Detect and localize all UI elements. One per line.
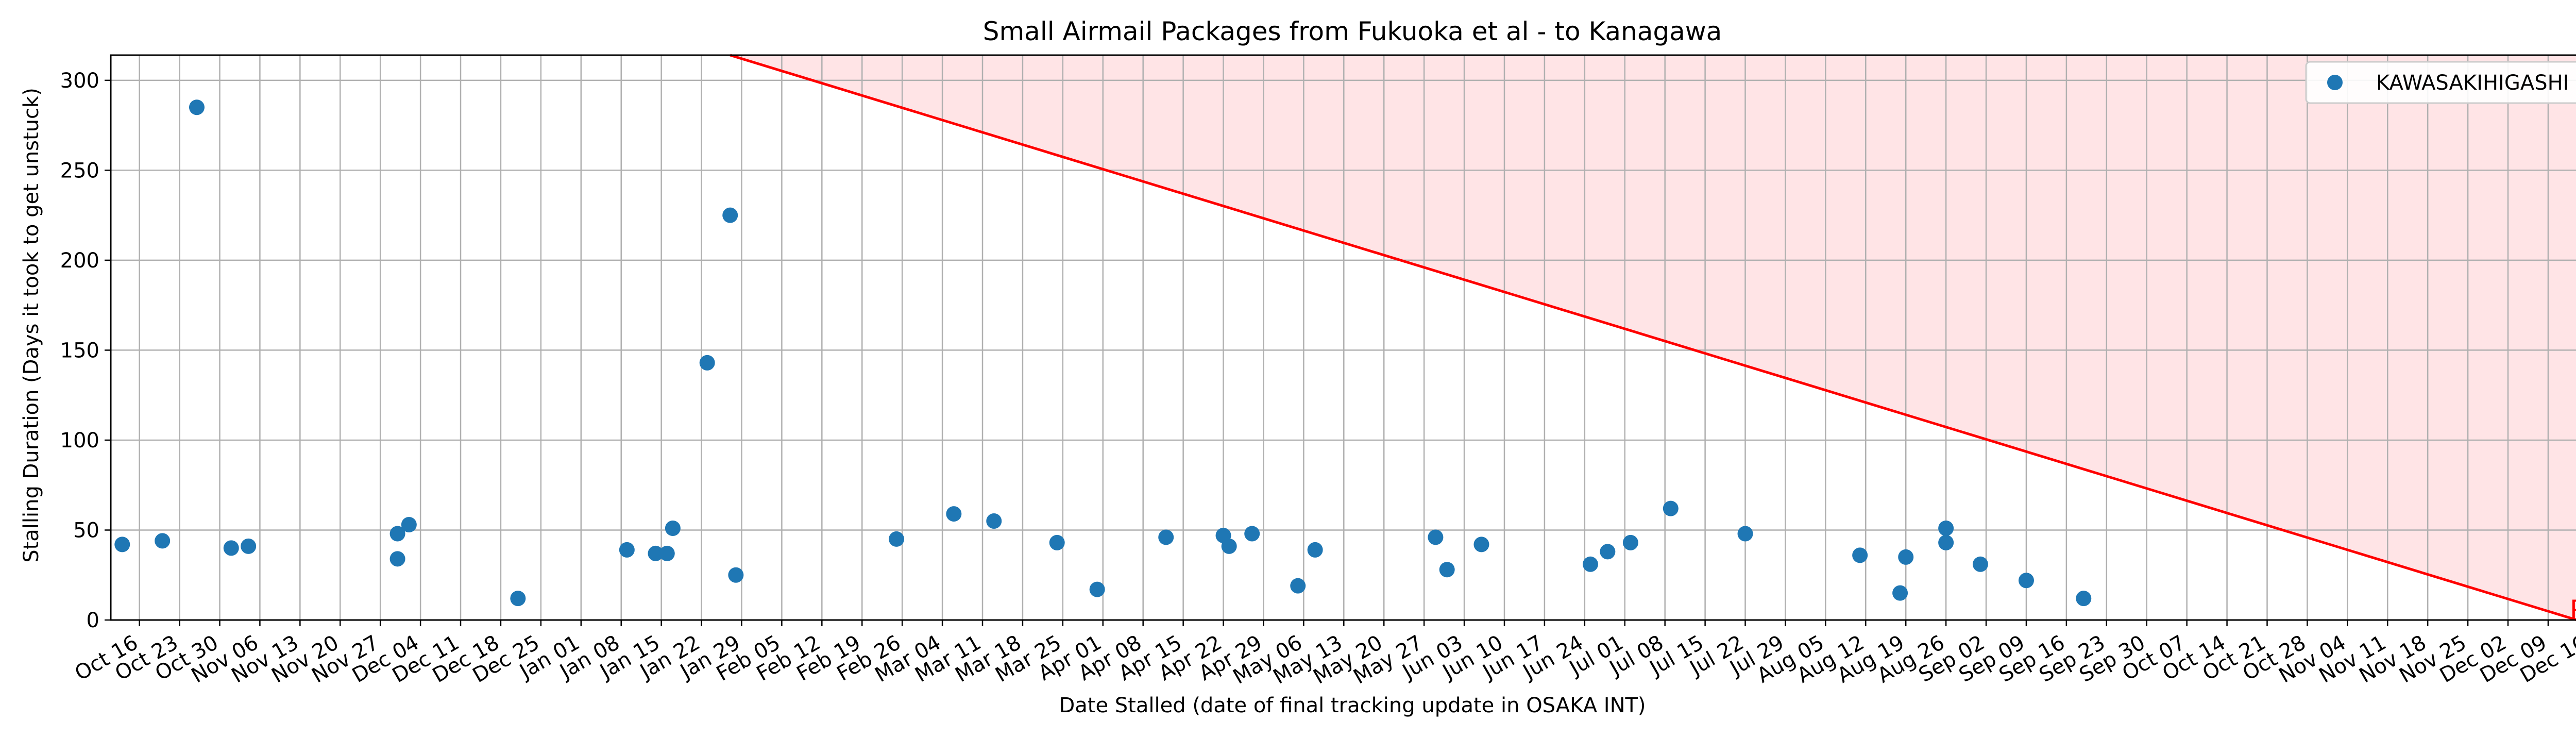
data-point — [986, 513, 1002, 529]
data-point — [889, 531, 905, 547]
data-point — [619, 542, 635, 558]
reference-line — [730, 54, 2576, 622]
data-point — [1938, 534, 1954, 550]
y-tick-label: 150 — [60, 339, 99, 362]
data-point — [1582, 556, 1598, 572]
data-point — [1600, 544, 1616, 560]
x-axis-label: Date Stalled (date of final tracking upd… — [1059, 694, 1646, 717]
y-tick-label: 100 — [60, 429, 99, 453]
present-label: Present — [2570, 595, 2576, 625]
y-tick-label: 200 — [60, 249, 99, 273]
reference-line-layer — [730, 54, 2576, 622]
data-point — [1290, 578, 1306, 594]
data-point — [155, 533, 171, 549]
legend-marker — [2327, 75, 2343, 90]
data-point — [648, 545, 664, 561]
data-point — [1938, 520, 1954, 536]
data-point — [2076, 591, 2092, 607]
y-tick-label: 50 — [73, 518, 99, 542]
grid-layer — [111, 55, 2576, 621]
data-point — [401, 517, 417, 533]
data-point — [389, 551, 405, 567]
data-point — [1622, 534, 1638, 550]
data-point — [722, 207, 738, 223]
plot-frame — [110, 54, 2576, 621]
data-point — [1852, 547, 1868, 563]
data-point — [114, 537, 130, 552]
data-point — [1049, 534, 1065, 550]
legend-box — [2305, 61, 2576, 104]
y-tick-label: 250 — [60, 159, 99, 182]
data-point — [1089, 581, 1105, 597]
data-point — [389, 526, 405, 542]
data-point — [1972, 556, 1988, 572]
data-point — [1898, 549, 1914, 565]
data-point — [1307, 542, 1323, 558]
chart-title: Small Airmail Packages from Fukuoka et a… — [983, 16, 1722, 46]
data-point — [1439, 562, 1455, 578]
data-point — [728, 567, 744, 583]
data-point — [189, 99, 205, 115]
data-point — [241, 538, 257, 554]
data-points-layer — [114, 99, 2092, 607]
data-point — [510, 591, 526, 607]
y-axis-ticks: 0 50 100 150 200 250 300 — [60, 69, 111, 632]
data-point — [659, 545, 675, 561]
data-point — [1892, 585, 1908, 601]
data-point — [1737, 526, 1753, 542]
data-point — [946, 506, 962, 522]
y-tick-label: 300 — [60, 69, 99, 93]
data-point — [1428, 529, 1444, 545]
data-point — [1244, 526, 1260, 542]
data-point — [699, 355, 715, 371]
legend: KAWASAKIHIGASHI — [2305, 61, 2576, 104]
data-point — [665, 520, 681, 536]
data-point — [2018, 573, 2034, 589]
y-tick-label: 0 — [87, 609, 99, 632]
data-point — [1473, 537, 1489, 552]
data-point — [1158, 529, 1174, 545]
data-point — [1663, 500, 1679, 516]
legend-label: KAWASAKIHIGASHI — [2376, 71, 2569, 95]
y-axis-label: Stalling Duration (Days it took to get u… — [20, 88, 43, 563]
data-point — [223, 540, 239, 556]
data-point — [1221, 538, 1237, 554]
